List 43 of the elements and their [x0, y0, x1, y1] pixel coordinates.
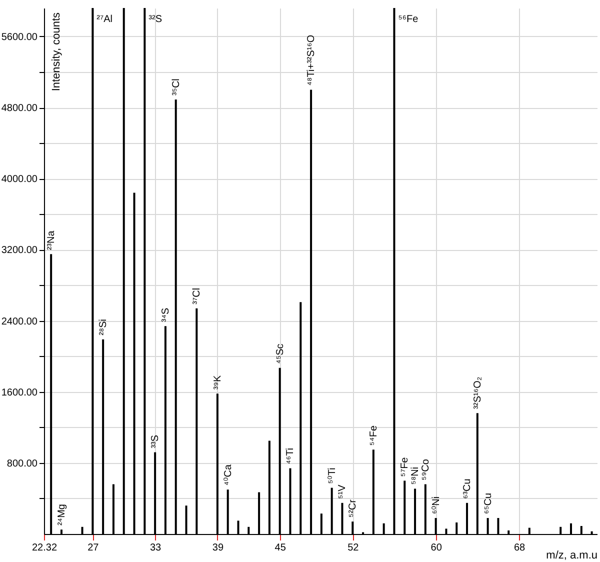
annotation: ²⁷Al: [96, 14, 113, 25]
x-tick-label: 60: [430, 542, 442, 554]
annotation: ³²S¹⁶O₂: [472, 376, 484, 410]
y-axis-title: Intensity, counts: [50, 12, 62, 92]
annotation: ²⁸Si: [98, 318, 110, 336]
y-tick-label: 4000.00: [1, 174, 38, 186]
y-tick-label: 1600.00: [1, 387, 38, 398]
x-tick-label: 68: [514, 542, 526, 554]
annotation: ²³Na: [46, 230, 58, 250]
x-tick-label: 52: [348, 542, 360, 554]
y-tick-label: 800.00: [6, 458, 38, 470]
annotation: ³²S: [148, 14, 162, 25]
y-tick-label: 3200.00: [1, 245, 38, 256]
annotation: ³⁹K: [212, 375, 224, 390]
annotation: ³⁵Cl: [170, 78, 182, 96]
annotation: ⁴⁸Ti+³²S¹⁶O: [306, 34, 318, 86]
annotation: ⁵²Cr: [348, 498, 359, 518]
x-tick-label: 45: [274, 542, 286, 554]
y-tick-label: 4800.00: [1, 103, 38, 114]
y-tick-label: 2400.00: [1, 316, 38, 328]
y-tick-label: 5600.00: [1, 32, 38, 43]
annotation: ³³S: [150, 434, 162, 448]
annotation: ⁴⁵Sc: [274, 344, 286, 364]
annotation: ⁵⁸Ni: [410, 466, 422, 485]
annotation: ²⁴Mg: [56, 504, 68, 526]
annotation: ⁵⁰Ti: [326, 468, 338, 484]
x-tick-label: 39: [212, 542, 224, 554]
annotation: ⁶⁵Cu: [482, 492, 494, 514]
annotation: ³⁷Cl: [192, 288, 203, 304]
annotation: ³⁴S: [160, 307, 172, 322]
annotation: ⁵⁴Fe: [368, 425, 380, 446]
x-tick-label: 27: [88, 542, 100, 554]
annotation: ⁵¹V: [337, 484, 348, 499]
annotation: ⁵⁶Fe: [398, 14, 419, 25]
annotation: ⁶⁰Ni: [430, 496, 442, 514]
x-axis-title: m/z, a.m.u: [546, 550, 598, 562]
x-tick-label: 22.32: [32, 542, 58, 554]
x-tick-label: 33: [150, 542, 162, 554]
annotation: ⁵⁷Fe: [400, 456, 411, 477]
annotation: ⁴⁰Ca: [222, 464, 234, 486]
annotation: ⁶³Cu: [462, 478, 474, 499]
annotation: ⁵⁹Co: [420, 458, 432, 480]
annotation: ⁴⁶Ti: [285, 448, 296, 464]
